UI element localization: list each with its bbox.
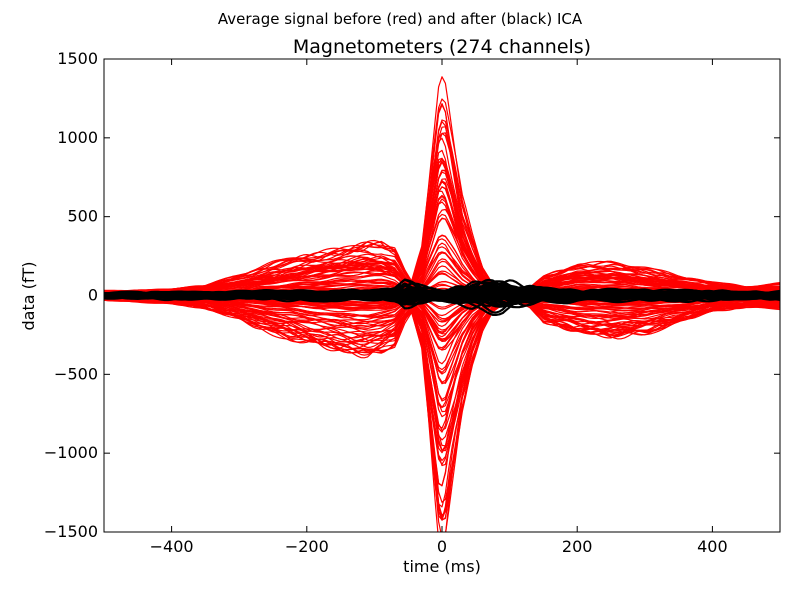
trace-before-ica	[104, 119, 780, 294]
x-tick-label: 0	[437, 537, 447, 556]
x-tick-label: 200	[562, 537, 593, 556]
trace-before-ica	[104, 298, 780, 521]
trace-before-ica	[104, 121, 780, 294]
x-tick-label: 400	[697, 537, 728, 556]
y-tick-label: −1000	[44, 443, 98, 462]
x-tick-label: −200	[285, 537, 329, 556]
trace-before-ica	[104, 208, 780, 295]
trace-before-ica	[104, 169, 780, 295]
trace-before-ica	[104, 76, 780, 294]
trace-before-ica	[104, 213, 780, 296]
trace-before-ica	[104, 297, 780, 400]
trace-before-ica	[104, 299, 780, 532]
trace-before-ica	[104, 297, 780, 431]
trace-before-ica	[104, 299, 780, 521]
trace-before-ica	[104, 296, 780, 385]
trace-before-ica	[104, 299, 780, 508]
plot-area	[104, 76, 780, 532]
trace-before-ica	[104, 296, 780, 374]
y-tick-label: 1500	[57, 49, 98, 68]
axes-frame	[103, 58, 781, 533]
y-tick-label: 1000	[57, 128, 98, 147]
y-axis-label: data (fT)	[19, 261, 38, 330]
traces-before-ica	[104, 76, 780, 532]
trace-before-ica	[104, 298, 780, 452]
trace-before-ica	[104, 298, 780, 487]
trace-before-ica	[104, 103, 780, 294]
x-tick-label: −400	[150, 537, 194, 556]
axes-title: Magnetometers (274 channels)	[293, 36, 591, 58]
trace-after-ica	[104, 285, 780, 297]
trace-before-ica	[104, 132, 780, 294]
axis-ticks: −400 −200 0 200 400 1500 1000 500 0 −500 −1000 −150…	[44, 49, 780, 556]
trace-before-ica	[104, 297, 780, 447]
figure-suptitle: Average signal before (red) and after (b…	[218, 10, 583, 28]
trace-before-ica	[104, 298, 780, 462]
trace-before-ica	[104, 132, 780, 294]
y-tick-label: 0	[88, 286, 98, 305]
trace-before-ica	[104, 104, 780, 294]
trace-before-ica	[104, 299, 780, 532]
traces-after-ica	[104, 278, 780, 316]
x-axis-label: time (ms)	[403, 557, 481, 576]
y-tick-label: −500	[54, 364, 98, 383]
trace-before-ica	[104, 161, 780, 295]
y-tick-label: 500	[67, 207, 98, 226]
trace-before-ica	[104, 298, 780, 467]
y-tick-label: −1500	[44, 522, 98, 541]
trace-before-ica	[104, 299, 780, 503]
